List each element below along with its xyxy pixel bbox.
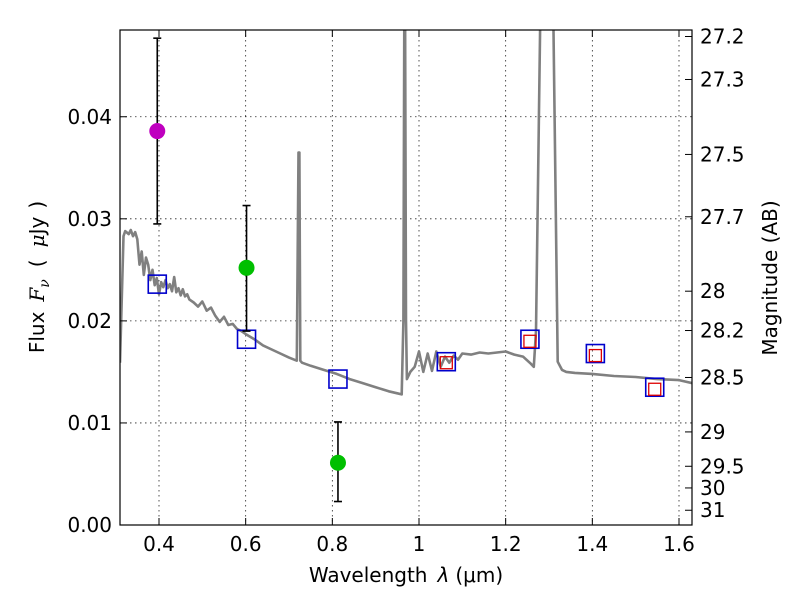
x-tick-label: 1 [413,532,426,556]
sed-model-curve [120,30,692,396]
mag-tick-label: 27.3 [700,67,745,91]
x-tick-label: 1.4 [576,532,608,556]
data-marks [147,37,665,503]
mag-tick-label: 28.5 [700,365,745,389]
observed-nir-point [523,334,537,348]
mag-tick-label: 29.5 [700,454,745,478]
y-axis-title: Flux Fν ( μJy) [25,201,53,353]
observed-nir-point [439,356,453,370]
x-tick-label: 1.6 [663,532,695,556]
x-tick-label: 0.4 [143,532,175,556]
mag-tick-label: 30 [700,476,725,500]
mag-tick-label: 28.2 [700,319,745,343]
y2-axis-title: Magnitude (AB) [758,200,782,355]
model-photometry-point [436,351,457,372]
model-photometry-point [147,274,168,294]
y-axis-title-flux: Flux [25,311,49,353]
y-axis-title-jy: Jy [25,216,49,236]
x-axis-title-unit: (μm) [455,563,503,587]
model-photometry-point [328,369,348,389]
x-tick-label: 1.2 [490,532,522,556]
observed-nir-point [648,382,662,396]
y-tick-label: 0.02 [67,309,112,333]
mag-tick-label: 31 [700,498,725,522]
y-axis-title-f: F [25,287,49,303]
observed-optical-point [238,259,255,276]
axis-ticks: 0.4 0.6 0.8 1 1.2 1.4 1.6 0.00 0.01 0.02 0.03 0.04 2… [67,25,744,556]
y-tick-label: 0.00 [67,513,112,537]
mag-tick-label: 27.2 [700,25,745,49]
observed-optical-point [149,123,166,140]
model-photometry-point [644,377,665,398]
observed-optical-point [329,454,346,471]
y-tick-label: 0.03 [67,207,112,231]
x-axis-title-main: Wavelength [309,563,428,587]
x-tick-label: 0.6 [230,532,262,556]
x-axis-title-lambda: λ [437,563,450,587]
x-axis-title: Wavelength λ (μm) [309,563,503,587]
plot-frame [119,29,693,526]
y-tick-label: 0.01 [67,411,112,435]
model-photometry-point [585,343,606,364]
y-axis-title-paren-open: ( [25,259,49,267]
observed-nir-point [588,348,603,363]
mag-tick-label: 28 [700,279,725,303]
y-axis-title-nu: ν [37,279,53,288]
x-tick-label: 0.8 [316,532,348,556]
y-axis-title-mu: μ [25,234,49,247]
mag-tick-label: 27.5 [700,142,745,166]
model-photometry-point [520,329,540,350]
mag-tick-label: 27.7 [700,205,745,229]
y-tick-label: 0.04 [67,105,112,129]
mag-tick-label: 29 [700,420,725,444]
y-axis-title-paren-close: ) [25,201,49,209]
